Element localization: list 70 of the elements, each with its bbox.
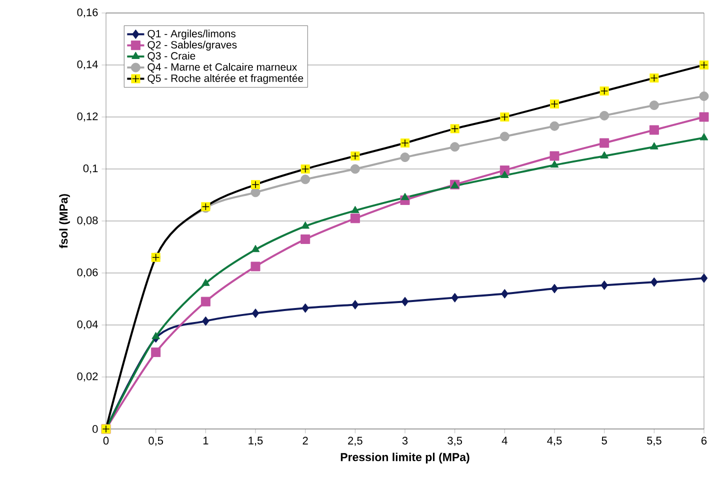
point (500, 132, 510, 142)
x-tick-label: 1,5 (248, 436, 263, 446)
point (600, 110, 610, 120)
point (350, 214, 360, 224)
point (302, 303, 309, 313)
point (200, 296, 210, 306)
point (152, 332, 160, 340)
point (600, 151, 608, 158)
point (550, 121, 560, 131)
point (699, 112, 709, 122)
y-axis-title: fsol (MPa) (59, 194, 70, 248)
point (650, 277, 658, 287)
x-tick-label: 5,5 (646, 436, 662, 446)
point (649, 125, 659, 135)
point (600, 138, 610, 148)
point (501, 289, 508, 299)
y-tick-label: 0,12 (77, 112, 98, 122)
x-tick-label: 5 (602, 436, 607, 444)
point (352, 300, 359, 310)
x-axis-title: Pression limite pl (MPa) (340, 452, 470, 464)
x-tick-label: 3,5 (448, 436, 462, 446)
x-tick-label: 0 (103, 436, 109, 445)
point (550, 160, 559, 168)
point (300, 174, 310, 184)
y-tick-label: 0,16 (77, 8, 98, 18)
y-tick-label: 0 (92, 425, 98, 433)
legend-label: Q5 - Roche altérée et fragmentée (148, 74, 304, 84)
point (451, 292, 458, 302)
point (600, 280, 608, 290)
x-tick-label: 2 (302, 436, 308, 444)
point (550, 151, 560, 161)
point (250, 188, 260, 198)
x-tick-label: 4 (502, 436, 508, 444)
x-tick-label: 1 (203, 436, 208, 444)
point (550, 284, 558, 294)
point (202, 316, 210, 326)
legend-label: Q4 - Marne et Calcaire marneux (148, 62, 298, 73)
point (400, 192, 410, 200)
legend-label: Q3 - Craie (148, 52, 196, 62)
point (500, 170, 509, 178)
y-tick-label: 0,02 (77, 372, 98, 382)
x-tick-label: 3 (402, 436, 408, 445)
y-tick-label: 0,08 (77, 216, 98, 226)
y-tick-label: 0,1 (83, 164, 98, 174)
point (202, 278, 210, 286)
y-tick-label: 0,14 (77, 60, 98, 70)
x-tick-label: 4,5 (547, 436, 562, 446)
point (401, 296, 409, 306)
x-tick-label: 0,5 (148, 436, 164, 446)
y-tick-label: 0,06 (77, 268, 98, 278)
point (649, 100, 659, 110)
legend-label: Q2 - Sables/graves (148, 40, 237, 51)
legend-label: Q1 - Argiles/limons (148, 30, 236, 40)
x-tick-label: 2,5 (348, 436, 362, 446)
point (450, 142, 460, 152)
point (300, 234, 310, 244)
y-tick-label: 0,04 (77, 320, 98, 330)
point (700, 273, 708, 283)
point (650, 142, 658, 150)
point (250, 262, 260, 272)
point (700, 133, 708, 140)
point (400, 152, 410, 162)
point (351, 206, 360, 214)
point (251, 244, 260, 252)
point (350, 164, 360, 174)
point (699, 91, 709, 101)
point (252, 308, 260, 318)
x-tick-label: 6 (702, 436, 707, 445)
point (151, 348, 161, 358)
point (301, 221, 310, 229)
